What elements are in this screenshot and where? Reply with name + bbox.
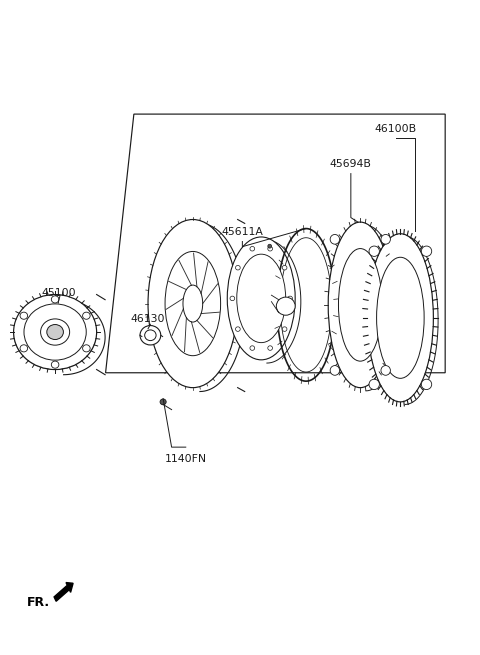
Ellipse shape [13, 295, 96, 369]
Ellipse shape [51, 296, 59, 303]
Ellipse shape [20, 345, 28, 352]
Ellipse shape [165, 252, 221, 356]
Ellipse shape [330, 234, 339, 244]
Ellipse shape [369, 246, 379, 256]
Ellipse shape [282, 265, 287, 270]
Ellipse shape [250, 246, 255, 251]
Ellipse shape [41, 319, 70, 345]
Ellipse shape [250, 346, 255, 350]
Ellipse shape [268, 246, 273, 251]
Ellipse shape [282, 327, 287, 331]
FancyArrow shape [54, 582, 73, 601]
Ellipse shape [144, 330, 156, 341]
Ellipse shape [338, 249, 382, 361]
Text: 45694B: 45694B [330, 159, 372, 169]
Ellipse shape [237, 254, 286, 343]
Ellipse shape [160, 399, 166, 405]
Ellipse shape [236, 327, 240, 331]
Ellipse shape [83, 345, 90, 352]
Text: 46100B: 46100B [374, 124, 417, 134]
Ellipse shape [367, 234, 433, 402]
Text: FR.: FR. [27, 596, 50, 609]
Ellipse shape [230, 296, 235, 301]
Ellipse shape [377, 257, 424, 379]
Ellipse shape [330, 365, 339, 375]
Ellipse shape [140, 326, 161, 345]
Ellipse shape [369, 379, 379, 390]
Ellipse shape [421, 379, 432, 390]
Ellipse shape [381, 234, 390, 244]
Ellipse shape [268, 346, 273, 350]
Ellipse shape [227, 237, 295, 360]
Ellipse shape [276, 297, 295, 315]
Ellipse shape [51, 361, 59, 368]
Ellipse shape [83, 312, 90, 319]
Ellipse shape [236, 265, 240, 270]
Ellipse shape [288, 296, 292, 301]
Text: 45611A: 45611A [221, 227, 264, 237]
Ellipse shape [20, 312, 28, 319]
Text: 45100: 45100 [41, 288, 76, 299]
Ellipse shape [328, 222, 392, 388]
Ellipse shape [148, 219, 238, 388]
Ellipse shape [24, 304, 86, 360]
Ellipse shape [47, 324, 63, 339]
Ellipse shape [268, 244, 272, 248]
Ellipse shape [183, 285, 203, 322]
Ellipse shape [421, 246, 432, 256]
Ellipse shape [381, 365, 390, 375]
Text: 46130: 46130 [131, 314, 165, 324]
Text: 1140FN: 1140FN [165, 454, 207, 464]
